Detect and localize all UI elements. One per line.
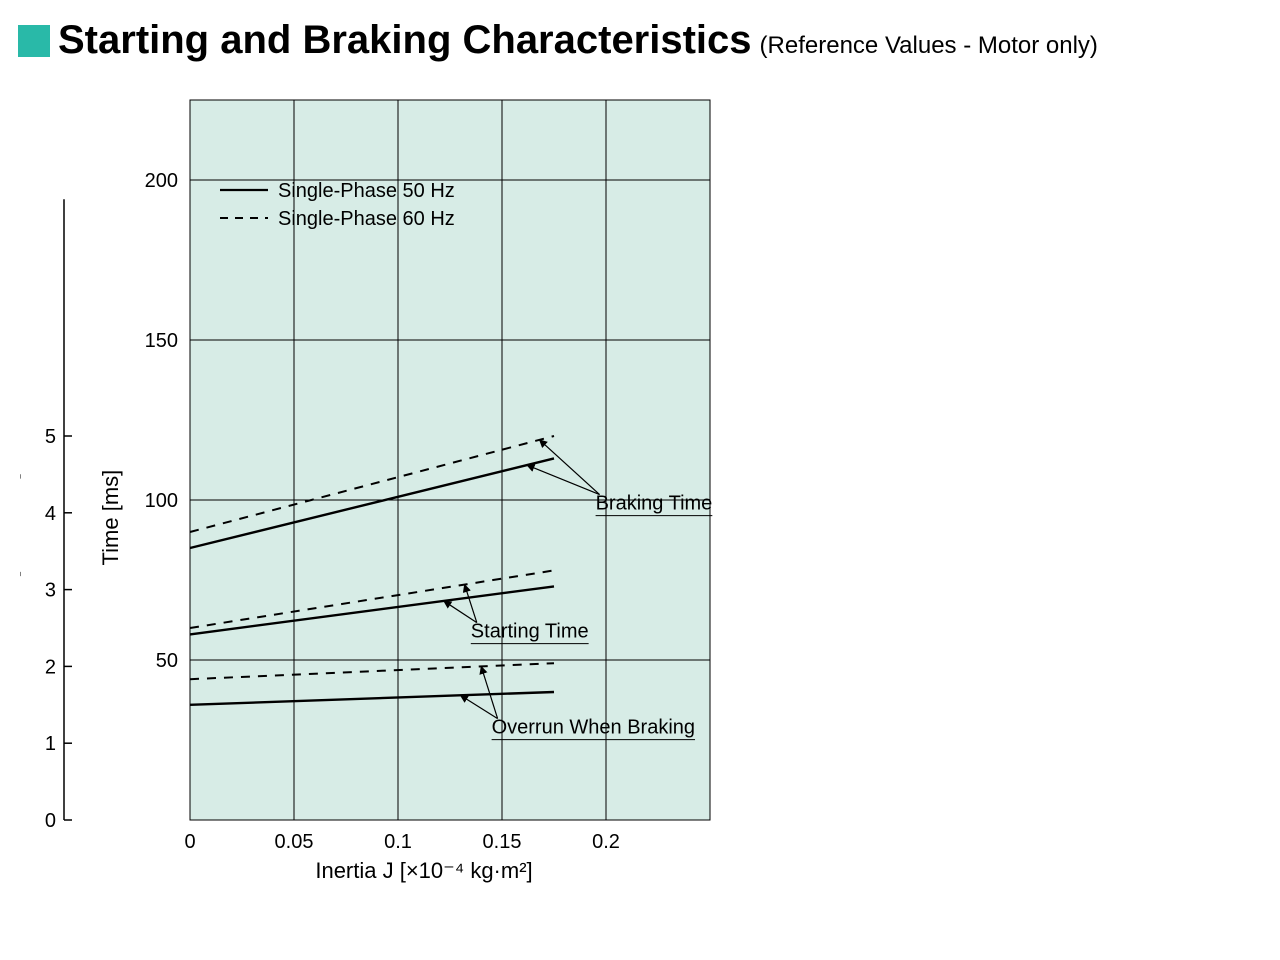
title-row: Starting and Braking Characteristics (Re… [18,18,1098,63]
y-time-tick-label: 150 [145,330,178,352]
x-tick-label: 0 [184,831,195,853]
x-axis-label: Inertia J [×10⁻⁴ kg·m²] [315,858,532,883]
chart: 0 0.05 0.1 0.15 0.2 50 100 150 200 0 1 2 3 4 5 Inertia … [20,90,780,920]
x-tick-label: 0.1 [384,831,412,853]
x-tick-label: 0.2 [592,831,620,853]
page: Starting and Braking Characteristics (Re… [0,0,1280,960]
y-overrun-tick-label: 3 [45,580,56,602]
y-time-axis-label: Time [ms] [98,470,123,566]
x-tick-label: 0.15 [483,831,522,853]
y-time-tick-label: 100 [145,490,178,512]
legend-dashed-label: Single-Phase 60 Hz [278,208,455,230]
annotation-braking-time: Braking Time [596,493,713,515]
annotation-starting-time: Starting Time [471,621,589,643]
title-square-icon [18,25,50,57]
title-sub: (Reference Values - Motor only) [760,32,1098,60]
title-main: Starting and Braking Characteristics [58,18,752,63]
y-overrun-tick-label: 4 [45,503,56,525]
y-overrun-axis-label: Overrun [Rotations] [20,473,21,664]
y-overrun-tick-label: 2 [45,656,56,678]
chart-svg: 0 0.05 0.1 0.15 0.2 50 100 150 200 0 1 2 3 4 5 Inertia … [20,90,780,920]
y-time-tick-label: 50 [156,650,178,672]
annotation-overrun: Overrun When Braking [492,717,695,739]
y-overrun-tick-label: 0 [45,810,56,832]
y-overrun-tick-label: 1 [45,733,56,755]
legend-solid-label: Single-Phase 50 Hz [278,180,455,202]
y-overrun-tick-label: 5 [45,426,56,448]
x-tick-label: 0.05 [275,831,314,853]
y-time-tick-label: 200 [145,170,178,192]
